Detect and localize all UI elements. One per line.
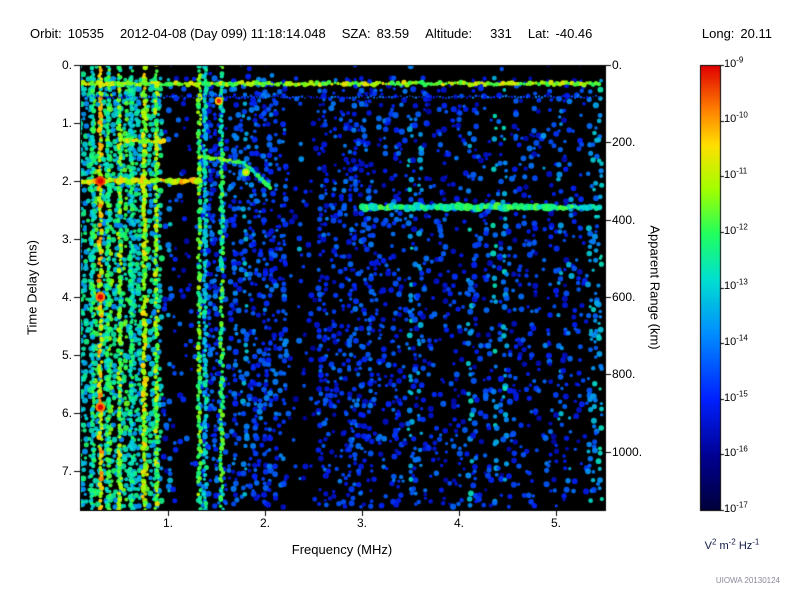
colorbar-tick-label: 10-16 xyxy=(724,444,748,459)
orbit-label: Orbit: xyxy=(30,26,62,41)
x-tick-label: 3. xyxy=(356,516,367,530)
y-tick-label: 7. xyxy=(61,464,72,478)
sza-value: 83.59 xyxy=(376,26,410,41)
colorbar-unit-label: V2 m-2 Hz-1 xyxy=(704,537,760,552)
y-tick-label: 3. xyxy=(61,232,72,246)
x-tick-label: 4. xyxy=(453,516,464,530)
watermark: UIOWA 20130124 xyxy=(715,576,780,585)
y-tick-label: 5. xyxy=(61,348,72,362)
lat-value: -40.46 xyxy=(555,26,593,41)
colorbar-tick-label: 10-9 xyxy=(724,55,744,70)
y2-axis-title: Apparent Range (km) xyxy=(647,225,663,350)
datetime-value: 2012-04-08 (Day 099) 11:18:14.048 xyxy=(119,26,326,41)
y2-tick-label: 600. xyxy=(612,290,636,304)
x-axis-title: Frequency (MHz) xyxy=(291,542,393,557)
colorbar-tick-label: 10-14 xyxy=(724,333,748,348)
y2-tick-label: 0. xyxy=(612,58,623,72)
long-value: 20.11 xyxy=(740,26,772,41)
y2-tick-label: 400. xyxy=(612,213,636,227)
colorbar-tick-label: 10-15 xyxy=(724,389,748,404)
y2-tick-label: 200. xyxy=(612,135,636,149)
x-tick-label: 5. xyxy=(550,516,561,530)
sza-label: SZA: xyxy=(341,26,371,41)
long-label: Long: xyxy=(701,26,735,41)
y-tick-label: 2. xyxy=(61,174,72,188)
colorbar-tick-label: 10-10 xyxy=(724,110,748,125)
y2-tick-label: 800. xyxy=(612,367,636,381)
x-tick-label: 1. xyxy=(162,516,173,530)
orbit-value: 10535 xyxy=(67,26,104,41)
x-tick-label: 2. xyxy=(259,516,270,530)
colorbar-tick-label: 10-12 xyxy=(724,222,748,237)
y-tick-label: 1. xyxy=(61,116,72,130)
header-info: Orbit: 10535 2012-04-08 (Day 099) 11:18:… xyxy=(30,26,772,41)
altitude-label: Altitude: xyxy=(425,26,473,41)
y-tick-label: 4. xyxy=(61,290,72,304)
colorbar-tick-label: 10-11 xyxy=(724,166,748,181)
colorbar-tick-label: 10-17 xyxy=(724,500,748,515)
y-axis-title: Time Delay (ms) xyxy=(24,240,40,335)
altitude-value: 331 xyxy=(490,26,512,41)
y-tick-label: 0. xyxy=(61,58,72,72)
y2-tick-label: 1000. xyxy=(612,445,643,459)
colorbar-tick-label: 10-13 xyxy=(724,277,748,292)
y-tick-label: 6. xyxy=(61,406,72,420)
lat-label: Lat: xyxy=(527,26,550,41)
